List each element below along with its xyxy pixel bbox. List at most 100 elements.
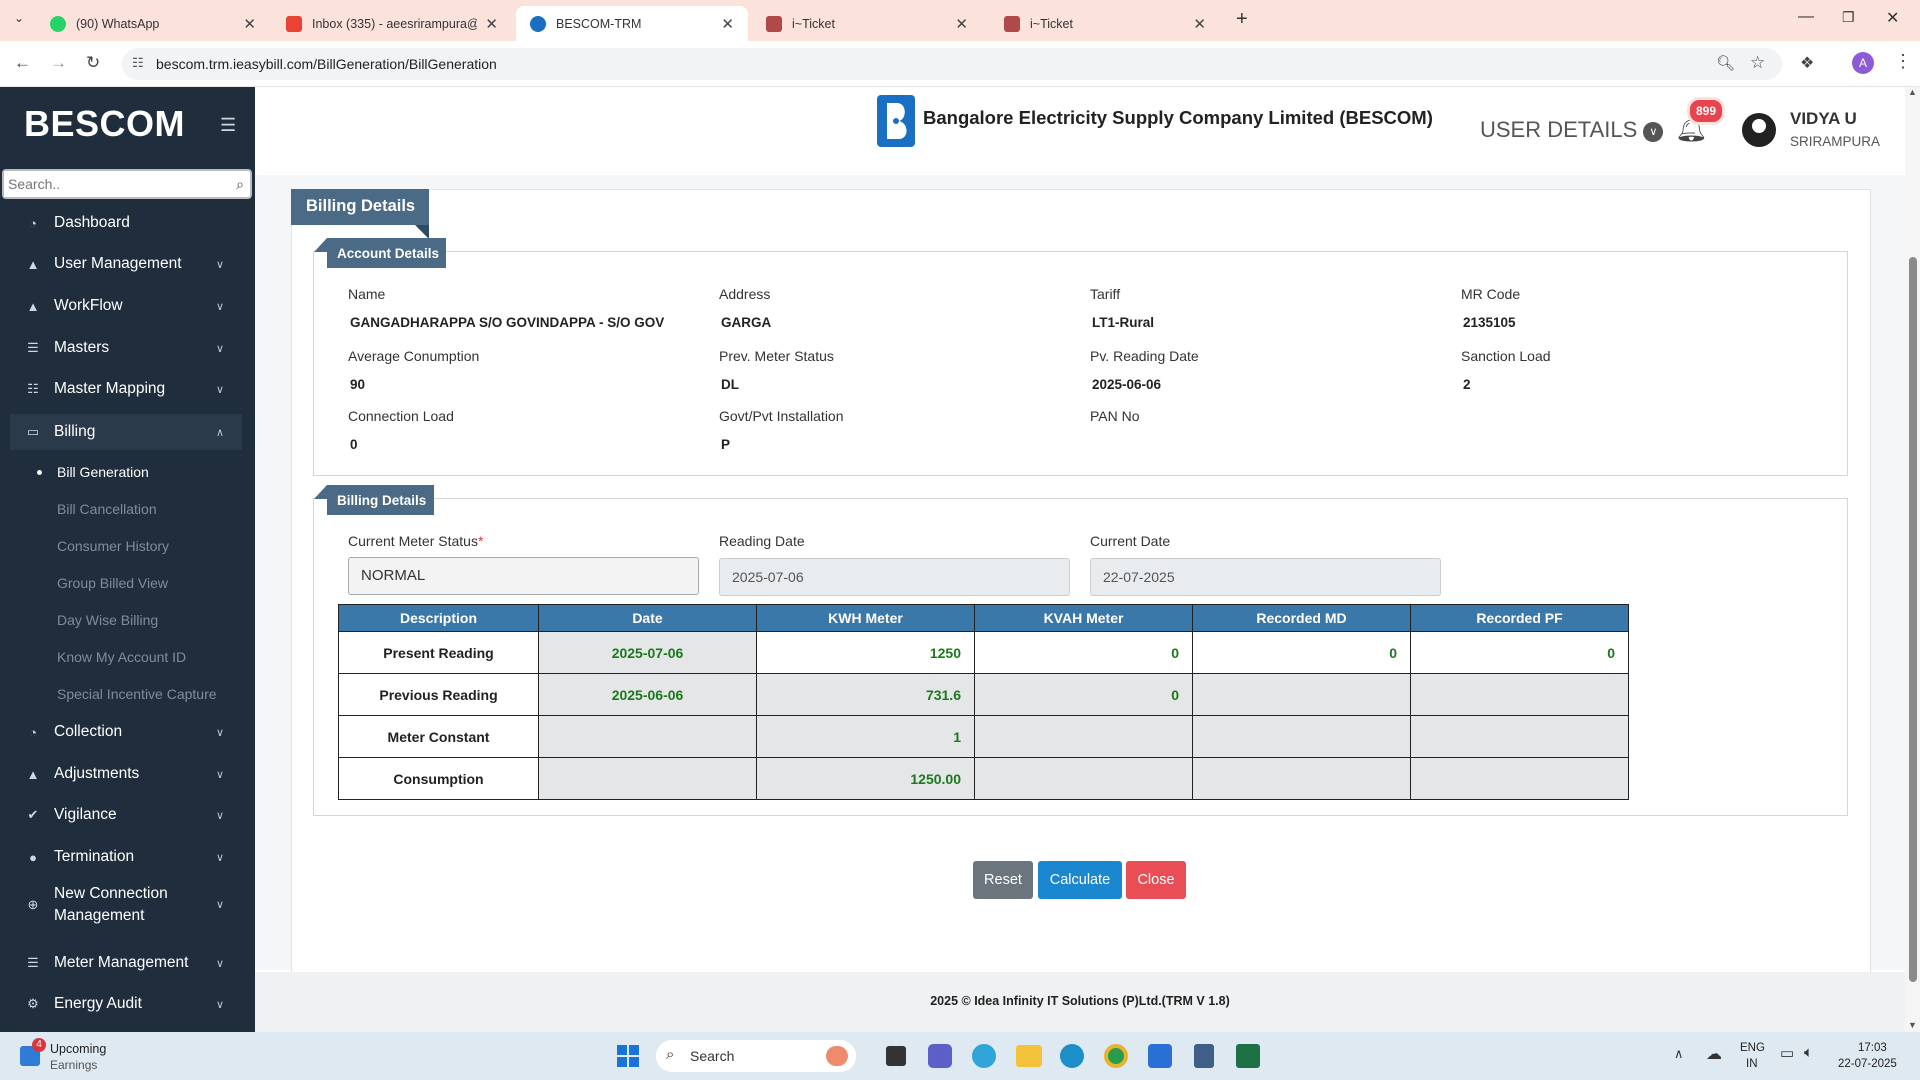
cell-description: Present Reading <box>338 631 539 674</box>
whatsapp-icon <box>50 15 66 32</box>
sitemap-icon: ☷ <box>27 381 39 396</box>
sidebar-item-workflow[interactable]: ▲ WorkFlow ∨ <box>10 289 242 323</box>
close-icon[interactable]: ✕ <box>243 15 256 33</box>
address-bar: ← → ↻ ☷ bescom.trm.ieasybill.com/BillGen… <box>0 41 1920 87</box>
scrollbar-thumb[interactable] <box>1909 257 1917 982</box>
sidebar-sub-special-incentive-capture[interactable]: Special Incentive Capture <box>57 686 217 702</box>
sidebar-item-billing[interactable]: ▭ Billing ∧ <box>10 414 242 450</box>
zoom-icon[interactable]: 🔍︎ <box>1716 55 1736 72</box>
sidebar-item-user-management[interactable]: ▲ User Management ∨ <box>10 247 242 281</box>
extensions-icon[interactable]: ❖ <box>1800 55 1815 72</box>
edge-icon[interactable] <box>1060 1044 1084 1068</box>
hamburger-menu-icon[interactable]: ☰ <box>220 115 237 135</box>
sidebar-item-new-connection-management[interactable]: ⊕ New Connection Management ∨ <box>10 880 242 930</box>
sidebar-sub-day-wise-billing[interactable]: Day Wise Billing <box>57 612 159 628</box>
sidebar-sub-group-billed-view[interactable]: Group Billed View <box>57 575 169 591</box>
company-name: Bangalore Electricity Supply Company Lim… <box>923 107 1433 128</box>
cell-recorded-md[interactable]: 0 <box>1192 631 1411 674</box>
col-recorded-pf: Recorded PF <box>1410 604 1629 632</box>
cell-recorded-pf[interactable]: 0 <box>1410 631 1629 674</box>
sidebar-sub-consumer-history[interactable]: Consumer History <box>57 538 170 554</box>
new-tab-icon[interactable]: + <box>1236 8 1248 30</box>
display-icon[interactable]: ▭ <box>1780 1045 1795 1062</box>
sidebar-item-masters[interactable]: ☰ Masters ∨ <box>10 331 242 365</box>
tab-iticket-2[interactable]: i~Ticket ✕ <box>990 6 1220 41</box>
sidebar-item-master-mapping[interactable]: ☷ Master Mapping ∨ <box>10 372 242 406</box>
current-meter-status-label: Current Meter Status* <box>348 533 484 549</box>
termination-icon: ● <box>29 849 37 865</box>
cell-description: Meter Constant <box>338 715 539 758</box>
cell-kvah[interactable]: 0 <box>974 631 1193 674</box>
profile-avatar[interactable]: A <box>1852 52 1874 74</box>
close-window-icon[interactable]: ✕ <box>1886 10 1900 27</box>
sidebar-sub-bill-cancellation[interactable]: Bill Cancellation <box>57 501 157 517</box>
user-location: SRIRAMPURA <box>1790 134 1881 149</box>
close-button[interactable]: Close <box>1126 861 1186 899</box>
tab-whatsapp[interactable]: (90) WhatsApp ✕ <box>36 6 270 41</box>
col-date: Date <box>538 604 757 632</box>
reading-date-field[interactable]: 2025-07-06 <box>719 558 1070 596</box>
browser-menu-icon[interactable]: ⋮ <box>1894 51 1912 71</box>
user-details-dropdown[interactable]: USER DETAILS ∨ <box>1480 117 1664 143</box>
taskbar-search[interactable]: ⌕ Search <box>656 1040 856 1072</box>
clock-time[interactable]: 17:03 <box>1858 1042 1887 1054</box>
cell-recorded-md <box>1192 673 1411 716</box>
language-top[interactable]: ENG <box>1740 1042 1765 1054</box>
back-icon[interactable]: ← <box>14 53 31 72</box>
bookmark-star-icon[interactable]: ☆ <box>1750 53 1766 72</box>
tab-gmail[interactable]: Inbox (335) - aeesrirampura@g ✕ <box>272 6 512 41</box>
tray-chevron-icon[interactable]: ∧ <box>1674 1046 1684 1061</box>
file-explorer-icon[interactable] <box>1016 1045 1042 1067</box>
tab-search-chevron-icon[interactable]: ⌄ <box>14 11 25 25</box>
close-icon[interactable]: ✕ <box>1193 15 1206 33</box>
start-button[interactable] <box>616 1044 640 1068</box>
calculate-button[interactable]: Calculate <box>1038 861 1122 899</box>
forward-icon[interactable]: → <box>50 53 67 72</box>
tab-iticket-1[interactable]: i~Ticket ✕ <box>752 6 982 41</box>
calculator-icon[interactable] <box>1194 1044 1214 1068</box>
restore-icon[interactable]: ❐ <box>1842 9 1855 25</box>
page-scrollbar[interactable]: ▲ ▼ <box>1905 87 1920 1032</box>
cell-kvah: 0 <box>974 673 1193 716</box>
cell-kwh[interactable]: 1250 <box>756 631 975 674</box>
sidebar-sub-know-my-account-id[interactable]: Know My Account ID <box>57 649 187 665</box>
excel-icon[interactable] <box>1236 1044 1260 1068</box>
task-view-icon[interactable] <box>886 1046 906 1066</box>
store-icon[interactable] <box>1148 1044 1172 1068</box>
cell-date[interactable]: 2025-07-06 <box>538 631 757 674</box>
sidebar-item-collection[interactable]: ◔ Collection ∨ <box>10 715 242 749</box>
teams-icon[interactable] <box>928 1044 952 1068</box>
tab-bescom-trm[interactable]: BESCOM-TRM ✕ <box>516 6 748 41</box>
reload-icon[interactable]: ↻ <box>86 53 101 72</box>
scroll-up-icon[interactable]: ▲ <box>1908 87 1917 97</box>
url-field[interactable]: ☷ bescom.trm.ieasybill.com/BillGeneratio… <box>122 48 1782 80</box>
volume-icon[interactable]: 🔈︎ <box>1804 1044 1814 1061</box>
required-asterisk: * <box>477 533 484 549</box>
cell-recorded-md <box>1192 757 1411 800</box>
scroll-down-icon[interactable]: ▼ <box>1908 1020 1917 1030</box>
close-icon[interactable]: ✕ <box>485 15 498 33</box>
network-icon[interactable]: ☁ <box>1706 1046 1722 1063</box>
copilot-icon[interactable] <box>972 1044 996 1068</box>
sidebar-item-meter-management[interactable]: ☰ Meter Management ∨ <box>10 946 242 980</box>
sidebar-item-termination[interactable]: ● Termination ∨ <box>10 840 242 874</box>
sidebar-sub-bill-generation[interactable]: Bill Generation <box>37 464 149 480</box>
sidebar-search-input[interactable] <box>4 171 214 197</box>
chrome-icon[interactable] <box>1104 1044 1128 1068</box>
user-avatar[interactable] <box>1742 113 1776 147</box>
close-icon[interactable]: ✕ <box>955 15 968 33</box>
minimize-icon[interactable]: — <box>1798 8 1814 25</box>
sidebar-item-dashboard[interactable]: ◔ Dashboard <box>10 206 242 240</box>
sidebar-item-adjustments[interactable]: ▲ Adjustments ∨ <box>10 757 242 791</box>
sidebar-item-energy-audit[interactable]: ⚙ Energy Audit ∨ <box>10 987 242 1021</box>
site-info-icon[interactable]: ☷ <box>132 55 144 70</box>
widgets-button[interactable]: 4 Upcoming Earnings <box>18 1038 138 1072</box>
cell-recorded-pf <box>1410 757 1629 800</box>
reset-button[interactable]: Reset <box>973 861 1033 899</box>
sidebar-item-vigilance[interactable]: ✔ Vigilance ∨ <box>10 798 242 832</box>
search-icon[interactable]: ⌕ <box>236 176 244 192</box>
current-meter-status-select[interactable]: NORMAL <box>348 557 699 595</box>
close-icon[interactable]: ✕ <box>721 15 734 33</box>
notification-badge: 899 <box>1687 97 1726 125</box>
address-value: GARGA <box>721 315 772 330</box>
